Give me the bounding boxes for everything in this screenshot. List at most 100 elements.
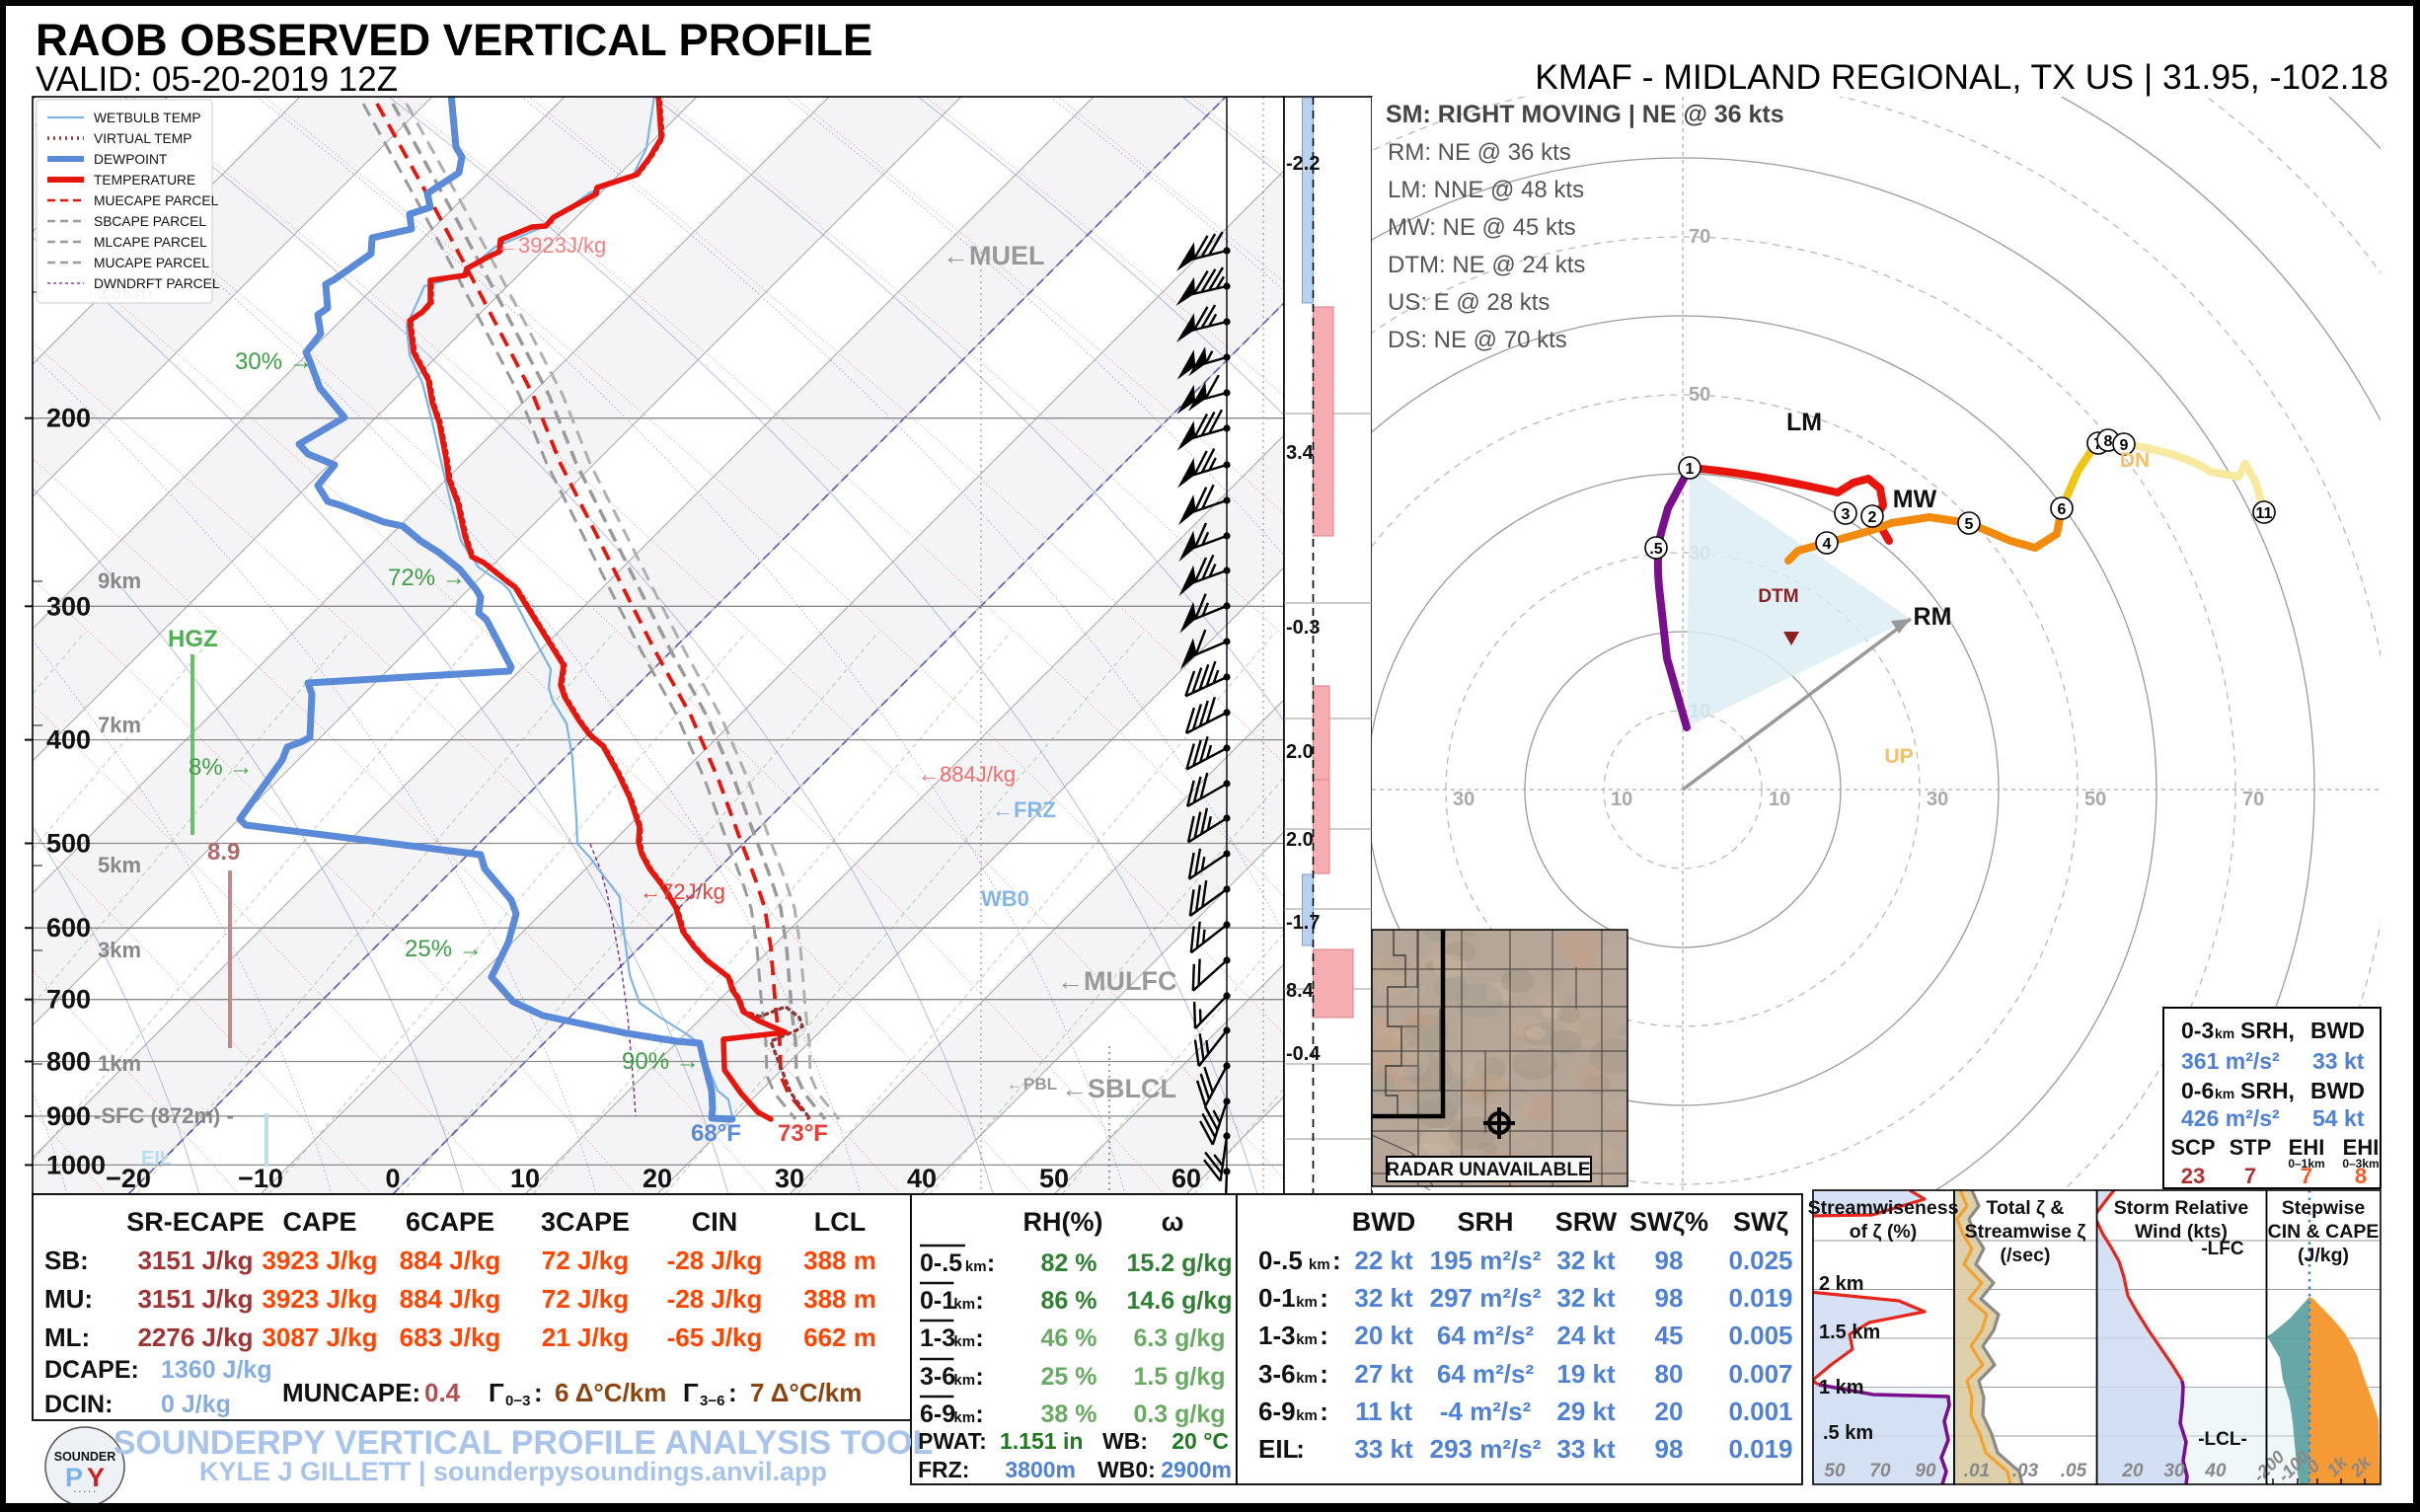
svg-text:23: 23 — [2181, 1164, 2205, 1188]
svg-text:CIN: CIN — [692, 1207, 738, 1237]
svg-text:-LFC: -LFC — [2201, 1239, 2244, 1259]
svg-text:DEWPOINT: DEWPOINT — [94, 152, 168, 167]
svg-text:64 m²/s²: 64 m²/s² — [1437, 1321, 1535, 1350]
svg-text:DWNDRFT PARCEL: DWNDRFT PARCEL — [94, 276, 220, 291]
svg-text:Total ζ &: Total ζ & — [1986, 1197, 2064, 1219]
svg-text:DCIN:: DCIN: — [44, 1391, 113, 1418]
svg-text:RAOB OBSERVED VERTICAL PROFILE: RAOB OBSERVED VERTICAL PROFILE — [36, 15, 872, 65]
svg-text:361 m²/s²: 361 m²/s² — [2181, 1048, 2280, 1074]
svg-text:SM: RIGHT MOVING | NE @ 36 kts: SM: RIGHT MOVING | NE @ 36 kts — [1386, 101, 1784, 128]
svg-text:30: 30 — [1927, 789, 1948, 810]
svg-text:33 kt: 33 kt — [1354, 1434, 1413, 1464]
svg-text:←MUEL: ←MUEL — [943, 241, 1045, 270]
svg-text:50: 50 — [2084, 789, 2106, 810]
svg-text:0.025: 0.025 — [1728, 1246, 1792, 1275]
svg-text:1-3: 1-3 — [920, 1324, 955, 1352]
svg-text:900: 900 — [46, 1101, 91, 1131]
svg-text:426 m²/s²: 426 m²/s² — [2181, 1105, 2280, 1131]
svg-text:7: 7 — [2244, 1164, 2256, 1188]
svg-text:600: 600 — [46, 913, 91, 943]
svg-text:70: 70 — [2242, 789, 2264, 810]
svg-text:DN: DN — [2120, 449, 2150, 472]
svg-text:SOUNDERPY VERTICAL PROFILE ANA: SOUNDERPY VERTICAL PROFILE ANALYSIS TOOL — [113, 1424, 934, 1462]
svg-text:←FRZ: ←FRZ — [992, 797, 1056, 822]
svg-text:72 J/kg: 72 J/kg — [542, 1284, 629, 1314]
svg-text:45: 45 — [1655, 1321, 1684, 1350]
svg-text:29 kt: 29 kt — [1556, 1397, 1616, 1426]
svg-text:8.4: 8.4 — [1286, 980, 1315, 1002]
svg-text:24 kt: 24 kt — [1556, 1321, 1616, 1350]
svg-text:8: 8 — [2104, 433, 2113, 450]
svg-text:SBCAPE PARCEL: SBCAPE PARCEL — [94, 214, 206, 229]
svg-text:32 kt: 32 kt — [1556, 1283, 1616, 1313]
svg-text::: : — [975, 1400, 983, 1428]
svg-text:0 J/kg: 0 J/kg — [161, 1391, 231, 1418]
svg-text:WB0:: WB0: — [1097, 1457, 1156, 1482]
svg-text:SWζ%: SWζ% — [1629, 1207, 1708, 1237]
svg-text:98: 98 — [1655, 1283, 1684, 1313]
svg-text:0: 0 — [385, 1164, 400, 1193]
svg-text:(/sec): (/sec) — [2001, 1245, 2051, 1266]
svg-text:4: 4 — [1823, 536, 1832, 553]
svg-text:2276 J/kg: 2276 J/kg — [137, 1323, 253, 1352]
svg-text:297 m²/s²: 297 m²/s² — [1430, 1283, 1542, 1313]
svg-text:1000: 1000 — [46, 1150, 106, 1179]
svg-text:STP: STP — [2230, 1135, 2272, 1160]
svg-text:0-1: 0-1 — [1258, 1283, 1296, 1313]
svg-text:EHI: EHI — [2289, 1135, 2325, 1160]
svg-text:1: 1 — [1686, 461, 1695, 478]
svg-text:662 m: 662 m — [803, 1323, 876, 1352]
svg-text:884 J/kg: 884 J/kg — [400, 1284, 501, 1314]
svg-text:0.4: 0.4 — [424, 1378, 461, 1407]
svg-text:SOUNDER: SOUNDER — [54, 1450, 116, 1464]
svg-text:MU:: MU: — [44, 1284, 93, 1314]
svg-text:SRW: SRW — [1555, 1207, 1618, 1237]
svg-text::: : — [1320, 1283, 1328, 1313]
svg-text:40: 40 — [2204, 1461, 2227, 1481]
svg-text:LM: LM — [1786, 409, 1822, 436]
svg-text:ML:: ML: — [44, 1323, 90, 1352]
svg-text:km: km — [953, 1333, 975, 1350]
svg-text:11: 11 — [2256, 505, 2273, 522]
svg-text:CAPE: CAPE — [282, 1207, 356, 1237]
svg-text:DS: NE @ 70 kts: DS: NE @ 70 kts — [1388, 327, 1567, 353]
svg-text:30% →: 30% → — [235, 348, 313, 375]
svg-text:32 kt: 32 kt — [1556, 1246, 1616, 1275]
svg-text:683 J/kg: 683 J/kg — [400, 1323, 501, 1352]
svg-text:-4 m²/s²: -4 m²/s² — [1440, 1397, 1532, 1426]
svg-text:-SFC (872m) -: -SFC (872m) - — [94, 1103, 234, 1128]
svg-text:3.4: 3.4 — [1286, 442, 1315, 464]
svg-text::: : — [1320, 1359, 1328, 1389]
svg-text:30: 30 — [2163, 1461, 2185, 1481]
svg-text:15.2 g/kg: 15.2 g/kg — [1127, 1249, 1233, 1277]
svg-text:3-6: 3-6 — [920, 1363, 955, 1391]
svg-text:VIRTUAL TEMP: VIRTUAL TEMP — [94, 131, 191, 146]
svg-text:38 %: 38 % — [1041, 1400, 1097, 1428]
svg-text:1km: 1km — [98, 1051, 141, 1076]
svg-text:20 kt: 20 kt — [1354, 1321, 1413, 1350]
svg-text:Wind (kts): Wind (kts) — [2135, 1221, 2228, 1243]
svg-text:27 kt: 27 kt — [1354, 1359, 1413, 1389]
svg-text:1.5 km: 1.5 km — [1819, 1322, 1880, 1343]
svg-text:30: 30 — [775, 1164, 804, 1193]
svg-text:20: 20 — [1655, 1397, 1684, 1426]
svg-text::: : — [975, 1363, 983, 1391]
svg-text:0−3: 0−3 — [505, 1393, 530, 1409]
svg-text:SCP: SCP — [2170, 1135, 2215, 1160]
svg-text::: : — [1332, 1246, 1341, 1275]
svg-text:RM: NE @ 36 kts: RM: NE @ 36 kts — [1388, 139, 1571, 166]
svg-text:km: km — [953, 1372, 975, 1389]
svg-text:6.3 g/kg: 6.3 g/kg — [1133, 1324, 1225, 1352]
svg-text:←884J/kg: ←884J/kg — [918, 762, 1016, 787]
svg-text:60: 60 — [1172, 1164, 1201, 1193]
svg-text:SR-ECAPE: SR-ECAPE — [126, 1207, 265, 1237]
svg-text:Streamwise ζ: Streamwise ζ — [1965, 1221, 2086, 1243]
svg-text:EHI: EHI — [2343, 1135, 2380, 1160]
svg-text:54 kt: 54 kt — [2312, 1105, 2365, 1131]
svg-text:3−6: 3−6 — [700, 1393, 724, 1409]
svg-text:68°F: 68°F — [691, 1120, 741, 1147]
svg-text:CIN & CAPE: CIN & CAPE — [2268, 1221, 2380, 1243]
svg-text:10: 10 — [1611, 789, 1632, 810]
svg-text:0.007: 0.007 — [1728, 1359, 1792, 1389]
svg-text:884 J/kg: 884 J/kg — [400, 1246, 501, 1275]
